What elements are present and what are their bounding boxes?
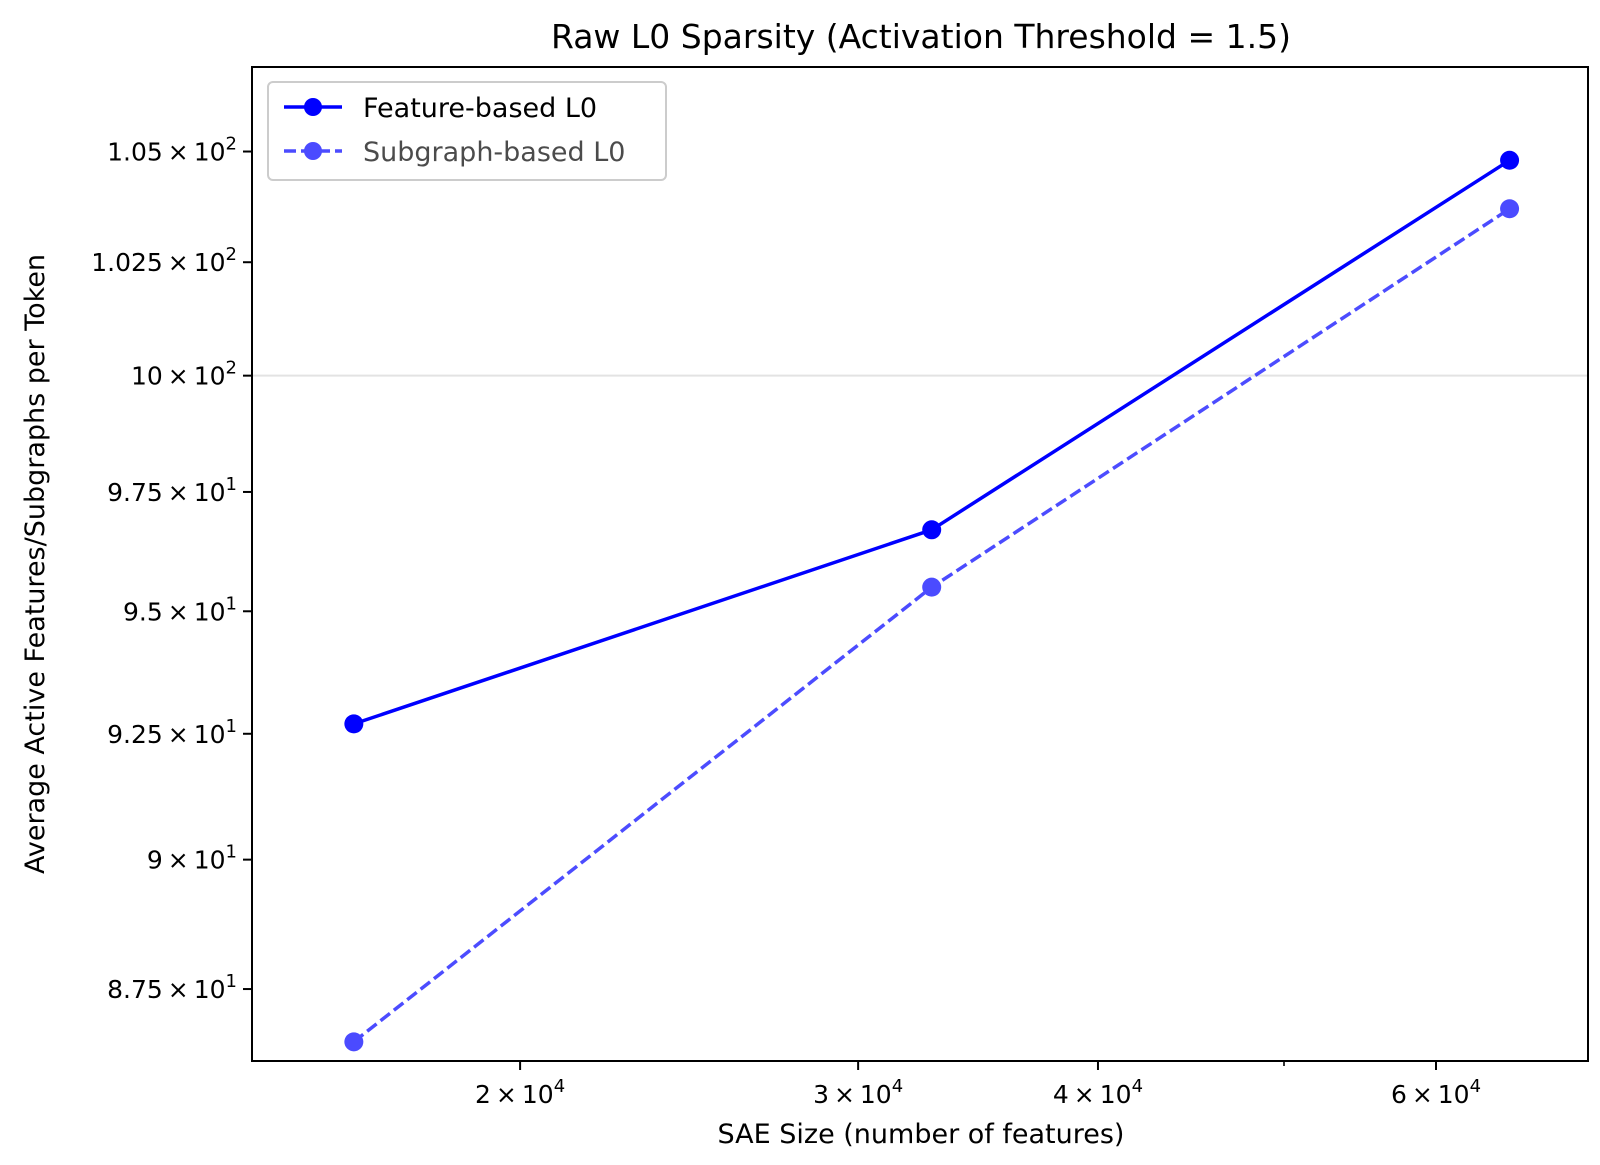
y-tick-label: 9 × 101 [147,842,237,875]
data-point [922,520,942,540]
series-line [353,158,1511,726]
y-tick-label: 1.05 × 102 [107,134,237,167]
chart-title: Raw L0 Sparsity (Activation Threshold = … [551,17,1291,56]
series-0 [344,150,1520,734]
legend-marker [304,98,322,116]
series-line [352,207,1511,1044]
x-tick-label: 2 × 104 [475,1076,565,1109]
x-tick-label: 6 × 104 [1391,1076,1481,1109]
plot-area-frame [251,66,1589,1062]
data-point [344,714,364,734]
x-axis-label: SAE Size (number of features) [718,1119,1125,1150]
legend-entry-feature-based: Feature-based L0 [284,93,597,124]
data-point [922,577,942,597]
legend-marker [304,142,322,160]
data-point [1500,150,1520,170]
legend-entry-subgraph-based: Subgraph-based L0 [284,137,625,168]
y-tick-label: 10 × 102 [131,358,237,391]
x-tick-label: 3 × 104 [813,1076,903,1109]
x-tick-label: 4 × 104 [1053,1076,1143,1109]
legend-label-subgraph-based: Subgraph-based L0 [363,137,625,168]
data-point [344,1032,364,1052]
series-1 [344,199,1520,1052]
y-axis-label: Average Active Features/Subgraphs per To… [20,254,51,874]
y-tick-label: 9.25 × 101 [107,716,237,749]
y-axis-ticks: 8.75 × 101 9 × 101 9.25 × 101 9.5 × 101 9.75… [91,134,252,1004]
y-tick-label: 9.75 × 101 [107,474,237,507]
y-tick-label: 9.5 × 101 [123,593,237,626]
series-layer [344,150,1520,1052]
y-tick-label: 8.75 × 101 [107,971,237,1004]
legend-label-feature-based: Feature-based L0 [363,93,597,124]
x-axis-ticks: 2 × 104 3 × 104 4 × 104 6 × 104 [475,1061,1481,1109]
data-point [1500,199,1520,219]
legend: Feature-based L0 Subgraph-based L0 [267,81,667,181]
y-tick-label: 1.025 × 102 [91,244,237,277]
legend-box [267,81,667,181]
